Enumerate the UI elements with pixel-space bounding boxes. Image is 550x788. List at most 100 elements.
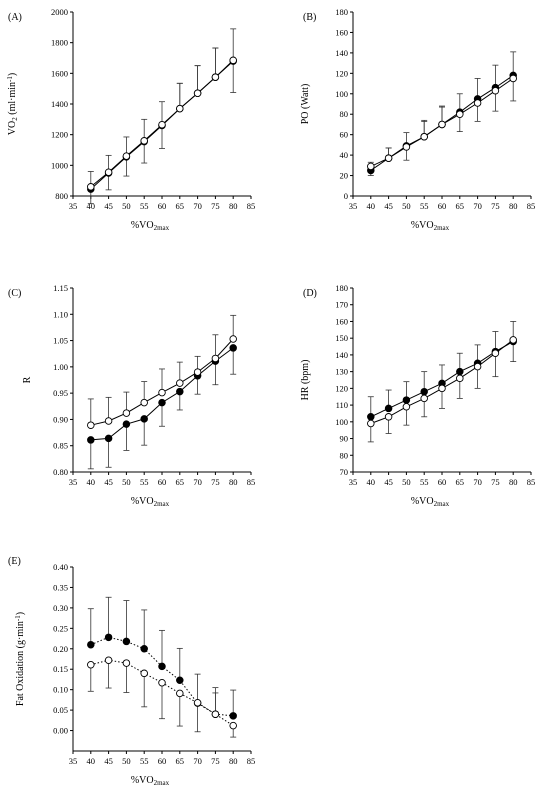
x-tick-label: 45 (104, 477, 113, 487)
series-open-circles (367, 321, 517, 443)
y-tick-label: 1200 (51, 130, 68, 140)
chart-panel-c: 35 40 45 50 55 60 65 70 75 80 85 0.80 0.85 0.90 0.95 1.… (8, 283, 255, 508)
data-point (438, 120, 446, 129)
y-axis-label-superscript: -1 (14, 615, 22, 621)
y-tick-label: 0.80 (53, 467, 68, 477)
data-point (176, 689, 184, 698)
panel-label: (C) (8, 288, 21, 299)
y-tick-label: 140 (335, 48, 348, 58)
data-point (158, 388, 166, 397)
y-tick-label: 140 (335, 350, 348, 360)
data-point (193, 368, 202, 376)
x-tick-label: 40 (367, 477, 376, 487)
data-point (193, 699, 202, 707)
data-point (158, 678, 166, 687)
x-tick-label: 80 (229, 756, 238, 766)
y-tick-label: 0.15 (53, 664, 68, 674)
y-tick-label: 1600 (51, 68, 68, 78)
x-tick-label: 85 (247, 201, 256, 211)
data-point (473, 99, 482, 107)
x-tick-label: 50 (122, 201, 131, 211)
x-tick-label: 85 (247, 477, 256, 487)
data-point (104, 656, 113, 664)
x-tick-label: 70 (193, 201, 202, 211)
y-axis-label-subscript: 2 (11, 117, 19, 121)
y-tick-label: 0.40 (53, 562, 68, 572)
x-tick-label: 50 (402, 477, 411, 487)
data-point (473, 362, 482, 371)
y-tick-label: 1400 (51, 99, 68, 109)
data-point (140, 669, 148, 678)
series-open-circles (87, 656, 237, 738)
y-axis-label-text: VO (7, 121, 18, 135)
y-tick-label: 160 (335, 316, 348, 326)
x-tick-label: 35 (349, 477, 358, 487)
data-point (122, 420, 131, 428)
x-tick-label: 65 (456, 201, 465, 211)
y-tick-label: 80 (340, 450, 349, 460)
panel-label-text: (D) (303, 288, 317, 299)
x-tick-label: 45 (104, 756, 113, 766)
x-axis-label: %VO2max (131, 220, 170, 232)
chart-panel-d: 35 40 45 50 55 60 65 70 75 80 85 70 80 90 100 110 120 130… (300, 283, 535, 508)
data-point (104, 168, 113, 176)
panel-label: (B) (303, 12, 316, 23)
data-point (402, 403, 411, 411)
data-point (384, 413, 393, 421)
y-tick-label: 1.00 (53, 362, 68, 372)
x-tick-label: 60 (158, 477, 167, 487)
x-tick-label: 35 (69, 756, 78, 766)
panel-label-text: (A) (8, 12, 22, 23)
y-tick-label: 0.00 (53, 726, 68, 736)
data-point (509, 74, 517, 83)
x-tick-label: 50 (402, 201, 411, 211)
x-axis-label: %VO2max (131, 775, 170, 787)
y-tick-label: 100 (335, 417, 348, 427)
data-point (176, 104, 184, 113)
x-tick-label: 85 (527, 477, 536, 487)
y-axis-label: VO2 (ml·min-1) (6, 73, 19, 135)
y-tick-label: 120 (335, 383, 348, 393)
x-tick-label: 75 (211, 201, 220, 211)
x-tick-label: 40 (87, 201, 96, 211)
x-axis-label-subscript: 2max (154, 500, 170, 508)
x-tick-label: 55 (140, 756, 149, 766)
data-point (367, 419, 375, 428)
y-tick-label: 170 (335, 300, 348, 310)
x-tick-label: 75 (491, 201, 500, 211)
y-axis-label-text: Fat Oxidation (g·min (15, 621, 26, 706)
y-tick-label: 100 (335, 89, 348, 99)
y-tick-label: 1.05 (53, 336, 68, 346)
data-point (367, 413, 375, 421)
x-axis-label-subscript: 2max (154, 224, 170, 232)
data-point (211, 354, 220, 363)
y-axis-label: HR (bpm) (300, 360, 311, 401)
data-point (229, 712, 237, 720)
y-axis-label: Fat Oxidation (g·min-1) (14, 612, 26, 706)
x-axis-label-text: %VO (131, 496, 154, 507)
data-point (367, 162, 375, 171)
y-tick-label: 180 (335, 7, 348, 17)
data-point (229, 721, 237, 730)
y-tick-label: 0.25 (53, 623, 68, 633)
x-tick-label: 75 (491, 477, 500, 487)
y-tick-label: 40 (340, 150, 349, 160)
y-tick-label: 180 (335, 283, 348, 293)
y-tick-label: 90 (340, 434, 349, 444)
x-axis-label: %VO2max (411, 220, 450, 232)
x-tick-label: 45 (104, 201, 113, 211)
data-point (158, 120, 166, 129)
y-axis-label-text: HR (bpm) (300, 360, 311, 401)
y-tick-label: 150 (335, 333, 348, 343)
y-axis-label: R (22, 376, 33, 383)
data-point (402, 396, 411, 404)
data-point (122, 152, 131, 160)
x-tick-label: 40 (367, 201, 376, 211)
x-tick-label: 35 (69, 201, 78, 211)
x-tick-label: 85 (247, 756, 256, 766)
x-tick-label: 60 (438, 201, 447, 211)
chart-panel-b: 35 40 45 50 55 60 65 70 75 80 85 0 20 40 60 80 100 120 140… (300, 7, 535, 232)
y-tick-label: 1800 (51, 38, 68, 48)
x-axis-label-subscript: 2max (434, 224, 450, 232)
